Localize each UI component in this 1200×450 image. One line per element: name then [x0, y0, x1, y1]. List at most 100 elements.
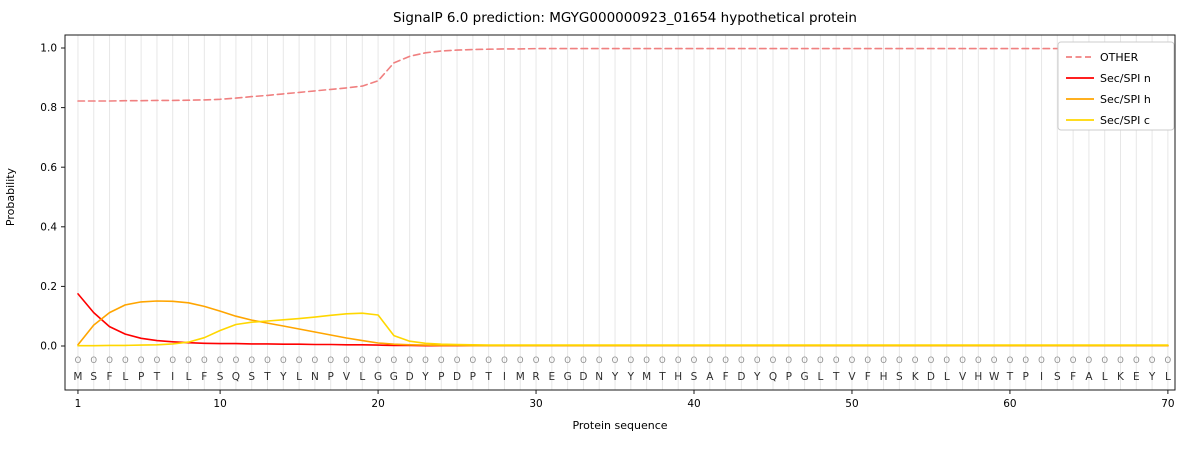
residue-marker: O	[217, 356, 224, 366]
residue-marker: O	[943, 356, 950, 366]
residue-letter: N	[311, 371, 319, 383]
residue-marker: O	[454, 356, 461, 366]
residue-letter: L	[296, 371, 302, 383]
residue-letter: Q	[769, 371, 777, 383]
residue-marker: O	[675, 356, 682, 366]
residue-marker: O	[1054, 356, 1061, 366]
residue-marker: O	[896, 356, 903, 366]
residue-letter: R	[532, 371, 539, 383]
residue-letter: D	[453, 371, 461, 383]
residue-letter: V	[343, 371, 351, 383]
plot-area: 0.00.20.40.60.81.01 10 20 30 40 50 60 70O O O O O O O…	[40, 34, 1176, 410]
residue-marker: O	[75, 356, 82, 366]
residue-marker: O	[90, 356, 97, 366]
y-axis-label: Probability	[4, 167, 17, 226]
residue-letter: G	[564, 371, 572, 383]
residue-letter: L	[122, 371, 128, 383]
residue-letter: I	[1040, 371, 1043, 383]
residue-marker: O	[817, 356, 824, 366]
residue-marker: O	[422, 356, 429, 366]
residue-letter: W	[989, 371, 1000, 383]
residue-letter: M	[73, 371, 82, 383]
residue-marker: O	[138, 356, 145, 366]
residue-letter: D	[927, 371, 935, 383]
residue-marker: O	[548, 356, 555, 366]
residue-marker: O	[533, 356, 540, 366]
residue-marker: O	[327, 356, 334, 366]
residue-letter: Q	[232, 371, 240, 383]
residue-letter: V	[848, 371, 856, 383]
legend-entry-label: Sec/SPI n	[1100, 72, 1151, 85]
residue-marker: O	[880, 356, 887, 366]
legend-entry-label: OTHER	[1100, 51, 1139, 64]
residue-marker: O	[169, 356, 176, 366]
residue-marker: O	[928, 356, 935, 366]
x-tick-label: 20	[371, 398, 384, 410]
residue-marker: O	[517, 356, 524, 366]
residue-marker: O	[1117, 356, 1124, 366]
residue-letter: T	[484, 371, 492, 383]
residue-letter: D	[579, 371, 587, 383]
residue-marker: O	[864, 356, 871, 366]
residue-marker: O	[801, 356, 808, 366]
residue-marker: O	[991, 356, 998, 366]
residue-marker: O	[1007, 356, 1014, 366]
residue-letter: V	[959, 371, 967, 383]
legend-entry-label: Sec/SPI c	[1100, 114, 1150, 127]
residue-letter: I	[503, 371, 506, 383]
residue-marker: O	[706, 356, 713, 366]
axes-frame	[64, 34, 1176, 391]
residue-marker: O	[1022, 356, 1029, 366]
x-tick-label: 50	[845, 398, 858, 410]
residue-letter: Y	[421, 371, 429, 383]
residue-letter: F	[723, 371, 729, 383]
residue-marker: O	[248, 356, 255, 366]
gridlines	[77, 35, 1169, 390]
residue-marker: O	[185, 356, 192, 366]
residue-marker: O	[785, 356, 792, 366]
residue-letter: K	[912, 371, 920, 383]
y-tick-label: 1.0	[40, 43, 57, 55]
chart-title: SignalP 6.0 prediction: MGYG000000923_01…	[393, 10, 857, 26]
residue-marker: O	[564, 356, 571, 366]
residue-letter: S	[896, 371, 903, 383]
residue-letter: A	[706, 371, 714, 383]
residue-letter: L	[944, 371, 950, 383]
residue-letter: P	[328, 371, 334, 383]
series-line-sec-spi-c	[77, 312, 1169, 347]
residue-letter: S	[1054, 371, 1061, 383]
residue-letter: P	[1023, 371, 1029, 383]
residue-letter: L	[1165, 371, 1171, 383]
residue-letter: L	[186, 371, 192, 383]
residue-marker: O	[975, 356, 982, 366]
residue-letter: Y	[1148, 371, 1156, 383]
residue-marker: O	[438, 356, 445, 366]
residue-letter: T	[263, 371, 271, 383]
residue-marker: O	[122, 356, 129, 366]
residue-marker: O	[264, 356, 271, 366]
residue-letter: G	[374, 371, 382, 383]
residue-marker: O	[1038, 356, 1045, 366]
y-tick-label: 0.4	[40, 221, 57, 233]
residue-marker: O	[1133, 356, 1140, 366]
residue-marker: O	[312, 356, 319, 366]
residue-marker: O	[754, 356, 761, 366]
residue-letter: E	[1133, 371, 1140, 383]
residue-letter: P	[786, 371, 792, 383]
residue-letter: F	[201, 371, 207, 383]
residue-letter: N	[595, 371, 603, 383]
residue-marker: O	[1070, 356, 1077, 366]
residue-letter: K	[1117, 371, 1125, 383]
legend: OTHER Sec/SPI n Sec/SPI h Sec/SPI c	[1057, 41, 1175, 131]
residue-letter: G	[801, 371, 809, 383]
residue-marker: O	[343, 356, 350, 366]
x-tick-label: 1	[75, 398, 82, 410]
residue-letter: M	[516, 371, 525, 383]
residue-marker: O	[201, 356, 208, 366]
residue-marker: O	[770, 356, 777, 366]
residue-marker: O	[1101, 356, 1108, 366]
residue-marker: O	[738, 356, 745, 366]
